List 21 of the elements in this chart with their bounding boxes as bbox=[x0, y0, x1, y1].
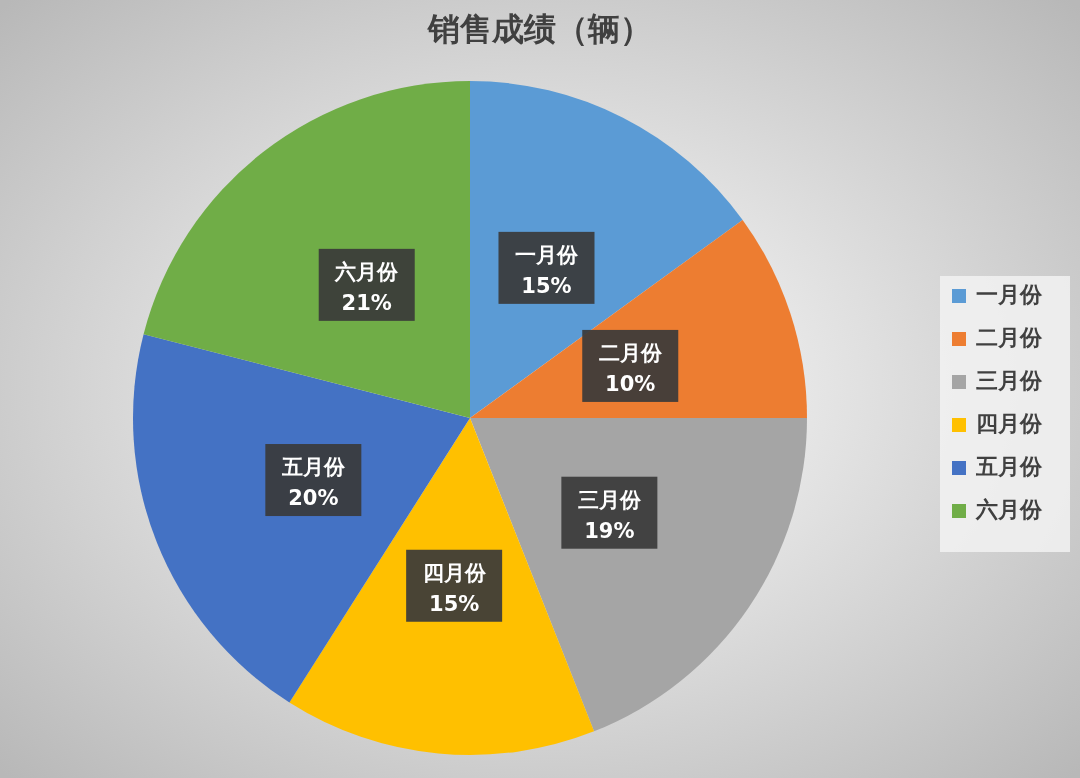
slice-label: 二月份 bbox=[598, 340, 663, 365]
legend-label: 五月份 bbox=[975, 454, 1043, 479]
data-label: 10% bbox=[605, 371, 656, 396]
legend-label: 四月份 bbox=[976, 411, 1043, 436]
data-label: 19% bbox=[584, 518, 635, 543]
data-label: 21% bbox=[341, 290, 392, 315]
pie-slice bbox=[470, 81, 743, 418]
slice-label: 一月份 bbox=[515, 242, 579, 267]
slice-label: 五月份 bbox=[280, 455, 346, 480]
legend-label: 三月份 bbox=[976, 368, 1043, 393]
data-label: 20% bbox=[288, 486, 339, 511]
legend-label: 一月份 bbox=[976, 282, 1043, 307]
slice-label: 三月份 bbox=[577, 487, 642, 512]
legend-label: 二月份 bbox=[976, 325, 1043, 350]
legend-label: 六月份 bbox=[975, 497, 1043, 522]
slice-label: 四月份 bbox=[422, 560, 487, 585]
chart-title: 销售成绩（辆） bbox=[426, 10, 652, 48]
pie-slice bbox=[143, 81, 470, 418]
data-label: 15% bbox=[521, 273, 572, 298]
slice-label: 六月份 bbox=[334, 259, 400, 284]
data-label: 15% bbox=[429, 591, 480, 616]
